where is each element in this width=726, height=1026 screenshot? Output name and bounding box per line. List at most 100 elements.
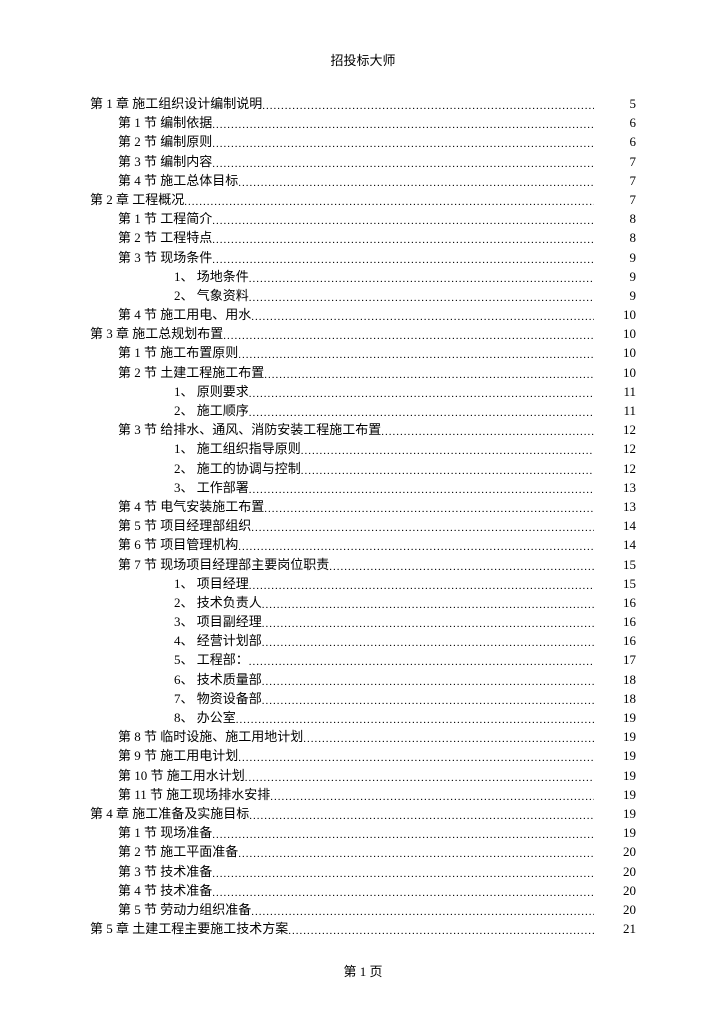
toc-entry-label: 2、 施工的协调与控制 (174, 462, 301, 475)
toc-entry: 第 1 节 现场准备19 (90, 826, 636, 840)
toc-entry-page: 14 (594, 538, 636, 551)
toc-leader-dots (301, 446, 594, 457)
toc-entry-page: 21 (594, 922, 636, 935)
toc-entry-label: 第 10 节 施工用水计划 (118, 769, 245, 782)
toc-entry-label: 第 9 节 施工用电计划 (118, 749, 238, 762)
toc-entry-label: 1、 施工组织指导原则 (174, 442, 301, 455)
toc-leader-dots (264, 370, 594, 381)
toc-entry: 5、 工程部：17 (90, 653, 636, 667)
toc-leader-dots (262, 600, 594, 611)
toc-leader-dots (245, 773, 594, 784)
toc-leader-dots (249, 485, 594, 496)
toc-entry: 第 11 节 施工现场排水安排19 (90, 788, 636, 802)
toc-entry: 第 10 节 施工用水计划 19 (90, 769, 636, 783)
toc-entry: 第 4 章 施工准备及实施目标19 (90, 807, 636, 821)
toc-entry: 1、 原则要求11 (90, 385, 636, 399)
toc-entry-page: 7 (594, 155, 636, 168)
toc-entry: 第 5 节 劳动力组织准备20 (90, 903, 636, 917)
toc-entry-label: 第 1 节 施工布置原则 (118, 346, 238, 359)
toc-entry: 7、 物资设备部18 (90, 692, 636, 706)
toc-leader-dots (249, 811, 594, 822)
toc-leader-dots (184, 197, 594, 208)
toc-entry: 第 3 节 编制内容 7 (90, 155, 636, 169)
toc-entry-page: 5 (594, 97, 636, 110)
toc-leader-dots (238, 178, 594, 189)
toc-entry-label: 第 3 节 编制内容 (118, 155, 212, 168)
toc-leader-dots (262, 696, 594, 707)
toc-entry-page: 8 (594, 212, 636, 225)
toc-leader-dots (212, 888, 594, 899)
toc-entry: 第 3 节 现场条件9 (90, 251, 636, 265)
toc-entry-label: 7、 物资设备部 (174, 692, 262, 705)
toc-leader-dots (288, 926, 594, 937)
toc-entry: 第 6 节 项目管理机构 14 (90, 538, 636, 552)
toc-entry-label: 第 2 节 施工平面准备 (118, 845, 238, 858)
toc-entry-label: 第 5 节 项目经理部组织 (118, 519, 251, 532)
toc-entry-page: 6 (594, 116, 636, 129)
toc-entry-page: 9 (594, 289, 636, 302)
toc-leader-dots (262, 638, 594, 649)
toc-entry-label: 第 2 节 编制原则 (118, 135, 212, 148)
toc-leader-dots (264, 504, 594, 515)
page-header: 招投标大师 (90, 50, 636, 69)
toc-entry: 第 5 节 项目经理部组织 14 (90, 519, 636, 533)
toc-leader-dots (212, 159, 594, 170)
toc-leader-dots (270, 792, 594, 803)
toc-entry-page: 7 (594, 193, 636, 206)
toc-entry-page: 10 (594, 308, 636, 321)
toc-entry-label: 第 4 节 技术准备 (118, 884, 212, 897)
toc-entry: 8、 办公室19 (90, 711, 636, 725)
toc-leader-dots (249, 389, 594, 400)
toc-leader-dots (251, 312, 594, 323)
toc-leader-dots (249, 581, 594, 592)
toc-entry-page: 19 (594, 769, 636, 782)
toc-entry: 6、 技术质量部18 (90, 673, 636, 687)
toc-entry-label: 1、 项目经理 (174, 577, 249, 590)
toc-entry: 1、 施工组织指导原则12 (90, 442, 636, 456)
toc-entry-page: 7 (594, 174, 636, 187)
toc-entry-label: 第 3 节 技术准备 (118, 865, 212, 878)
toc-leader-dots (251, 907, 594, 918)
toc-entry-label: 第 4 节 施工总体目标 (118, 174, 238, 187)
toc-leader-dots (262, 677, 594, 688)
toc-entry: 第 8 节 临时设施、施工用地计划19 (90, 730, 636, 744)
toc-leader-dots (262, 101, 594, 112)
toc-entry: 3、 项目副经理16 (90, 615, 636, 629)
toc-leader-dots (223, 331, 594, 342)
toc-leader-dots (329, 562, 594, 573)
toc-entry: 1、 项目经理15 (90, 577, 636, 591)
toc-entry-page: 13 (594, 500, 636, 513)
toc-leader-dots (238, 542, 594, 553)
toc-entry: 第 2 节 施工平面准备 20 (90, 845, 636, 859)
toc-entry: 第 2 节 土建工程施工布置10 (90, 366, 636, 380)
toc-entry-label: 第 7 节 现场项目经理部主要岗位职责 (118, 558, 329, 571)
toc-entry-page: 14 (594, 519, 636, 532)
toc-entry-label: 第 6 节 项目管理机构 (118, 538, 238, 551)
toc-entry-label: 第 5 章 土建工程主要施工技术方案 (90, 922, 288, 935)
toc-entry-label: 第 3 节 现场条件 (118, 251, 212, 264)
toc-entry-label: 8、 办公室 (174, 711, 236, 724)
toc-leader-dots (236, 715, 594, 726)
toc-entry: 第 4 节 施工用电、用水10 (90, 308, 636, 322)
toc-entry-page: 20 (594, 884, 636, 897)
toc-entry-label: 第 4 节 电气安装施工布置 (118, 500, 264, 513)
toc-entry-page: 16 (594, 634, 636, 647)
toc-leader-dots (249, 274, 594, 285)
toc-entry-page: 19 (594, 807, 636, 820)
toc-leader-dots (212, 869, 594, 880)
toc-entry-label: 第 5 节 劳动力组织准备 (118, 903, 251, 916)
toc-entry-page: 20 (594, 865, 636, 878)
toc-entry-label: 第 2 节 土建工程施工布置 (118, 366, 264, 379)
toc-entry-page: 20 (594, 845, 636, 858)
toc-entry-label: 3、 项目副经理 (174, 615, 262, 628)
toc-entry-label: 第 1 节 工程简介 (118, 212, 212, 225)
toc-entry-page: 10 (594, 327, 636, 340)
toc-leader-dots (212, 235, 594, 246)
toc-entry-label: 2、 施工顺序 (174, 404, 249, 417)
toc-entry-page: 17 (594, 653, 636, 666)
toc-entry-label: 第 2 章 工程概况 (90, 193, 184, 206)
toc-entry-page: 8 (594, 231, 636, 244)
toc-entry-label: 6、 技术质量部 (174, 673, 262, 686)
toc-entry-label: 第 3 节 给排水、通风、消防安装工程施工布置 (118, 423, 381, 436)
toc-entry-page: 12 (594, 462, 636, 475)
